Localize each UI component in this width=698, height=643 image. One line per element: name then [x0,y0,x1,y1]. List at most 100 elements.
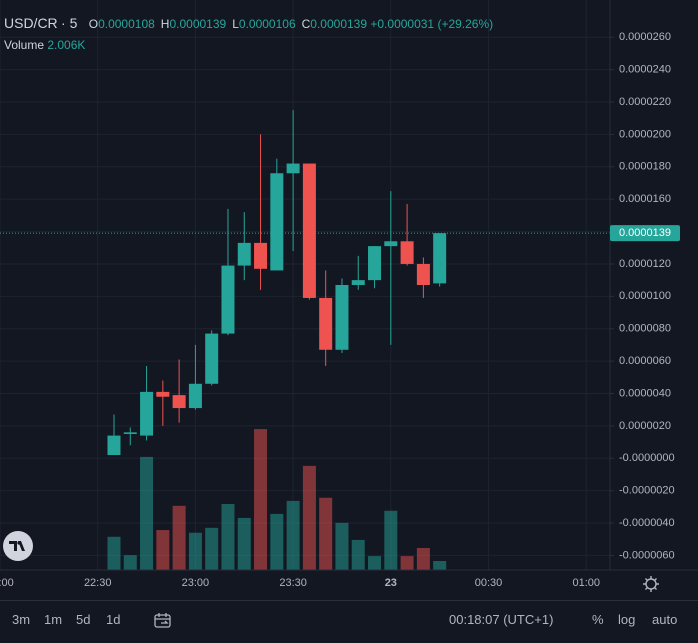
x-tick-label: 23:30 [279,577,307,589]
volume-bar [156,530,170,570]
y-tick-label: 0.0000260 [619,31,671,43]
y-tick-label: 0.0000060 [619,355,671,367]
volume-bar [172,505,186,570]
candle-body [254,242,268,269]
candle-body [351,280,365,285]
volume-bar [205,527,219,570]
range-button[interactable]: 3m [12,612,31,627]
y-tick-label: 0.0000180 [619,161,671,173]
volume-bar [123,555,137,570]
legend: USD/CR · 5 O0.0000108 H0.0000139 L0.000010… [4,15,493,59]
chart: 0.0000260 0.0000240 0.0000220 0.0000200 0.00… [0,0,698,592]
last-price-badge [610,225,680,242]
last-price-label: 0.0000139 [619,227,671,239]
ohlc-key: H [160,17,170,31]
candle-body [107,435,121,456]
candle-body [156,391,170,397]
volume-bar [351,539,365,570]
candle-body [237,242,251,266]
x-tick-label: 22:00 [0,577,14,589]
candle-body [302,163,316,298]
volume-bar [237,517,251,570]
range-button[interactable]: 1d [106,612,121,627]
y-tick-label: 0.0000220 [619,96,671,108]
x-tick-label: 22:30 [84,577,112,589]
candle-body [286,163,300,174]
y-tick-label: -0.0000040 [619,517,675,529]
volume-label: Volume [4,38,45,52]
ohlc-value: 0.0000139 [310,17,368,31]
y-tick-label: 0.0000200 [619,128,671,140]
volume-bar [107,536,121,570]
y-tick-label: 0.0000040 [619,387,671,399]
volume-bar [188,532,202,570]
option-button[interactable]: % [592,612,604,627]
grid [0,0,610,570]
candle-body [368,246,382,281]
ohlc-value: 0.0000108 [98,17,155,31]
volume-bar [221,504,235,570]
y-tick-label: 0.0000100 [619,290,671,302]
candle-body [221,265,235,334]
symbol: USD/CR [4,15,58,31]
axis-layer: 0.0000260 0.0000240 0.0000220 0.0000200 0.00… [0,31,680,589]
volume-bar [416,548,430,570]
candle-body [384,241,398,247]
option-button[interactable]: log [618,612,636,627]
volume-bar [254,429,268,570]
y-tick-label: -0.0000060 [619,549,675,561]
candle-body [335,285,349,350]
volume-bar [335,522,349,570]
date-range-icon[interactable] [153,611,173,631]
volume-layer [107,429,447,570]
toolbar: 3m 1m 5d 1d 00:18:07 (UTC+1) % log auto [0,600,698,643]
candle-body [205,333,219,384]
volume-bar [270,513,284,570]
volume-bar [302,465,316,570]
candle-body [140,391,154,436]
x-tick-label: 00:30 [475,577,503,589]
separator: · [61,15,70,31]
volume-bar [384,510,398,570]
candle-body [172,395,186,409]
interval: 5 [69,15,78,31]
clock: 00:18:07 (UTC+1) [449,612,554,627]
y-tick-label: 0.0000120 [619,258,671,270]
candle-body [319,297,333,350]
ohlc-value: 0.0000139 [169,17,227,31]
settings-icon[interactable] [643,576,659,592]
volume-bar [433,560,447,570]
legend-row: USD/CR · 5 O0.0000108 H0.0000139 L0.000010… [4,15,493,37]
volume-bar [140,456,154,570]
y-tick-label: 0.0000240 [619,64,671,76]
x-tick-label: 01:00 [572,577,600,589]
candle-body [188,383,202,409]
legend-row: Volume 2.006K [4,37,493,59]
volume-bar [400,556,414,570]
volume-bar [368,556,382,570]
tv-logo [3,531,33,561]
candle-layer [107,110,447,456]
x-tick-label: 23 [385,577,397,589]
ohlc-key: C [301,17,311,31]
y-tick-label: 0.0000080 [619,323,671,335]
candle-body [123,432,137,434]
ohlc: O0.0000108 H0.0000139 L0.0000106 C0.0000139 [81,17,371,31]
volume-bar [319,497,333,570]
change: +0.0000031 (+29.26%) [370,17,494,31]
ohlc-value: 0.0000106 [238,17,296,31]
x-tick-label: 23:00 [182,577,210,589]
candle-body [270,173,284,271]
range-button[interactable]: 1m [44,612,63,627]
y-tick-label: -0.0000000 [619,452,675,464]
y-tick-label: 0.0000160 [619,193,671,205]
option-button[interactable]: auto [652,612,678,627]
y-tick-label: 0.0000020 [619,420,671,432]
candle-body [433,233,447,284]
range-button[interactable]: 5d [76,612,91,627]
volume-bar [286,500,300,570]
candle-body [400,241,414,264]
ohlc-key: O [88,17,99,31]
y-tick-label: -0.0000020 [619,485,675,497]
